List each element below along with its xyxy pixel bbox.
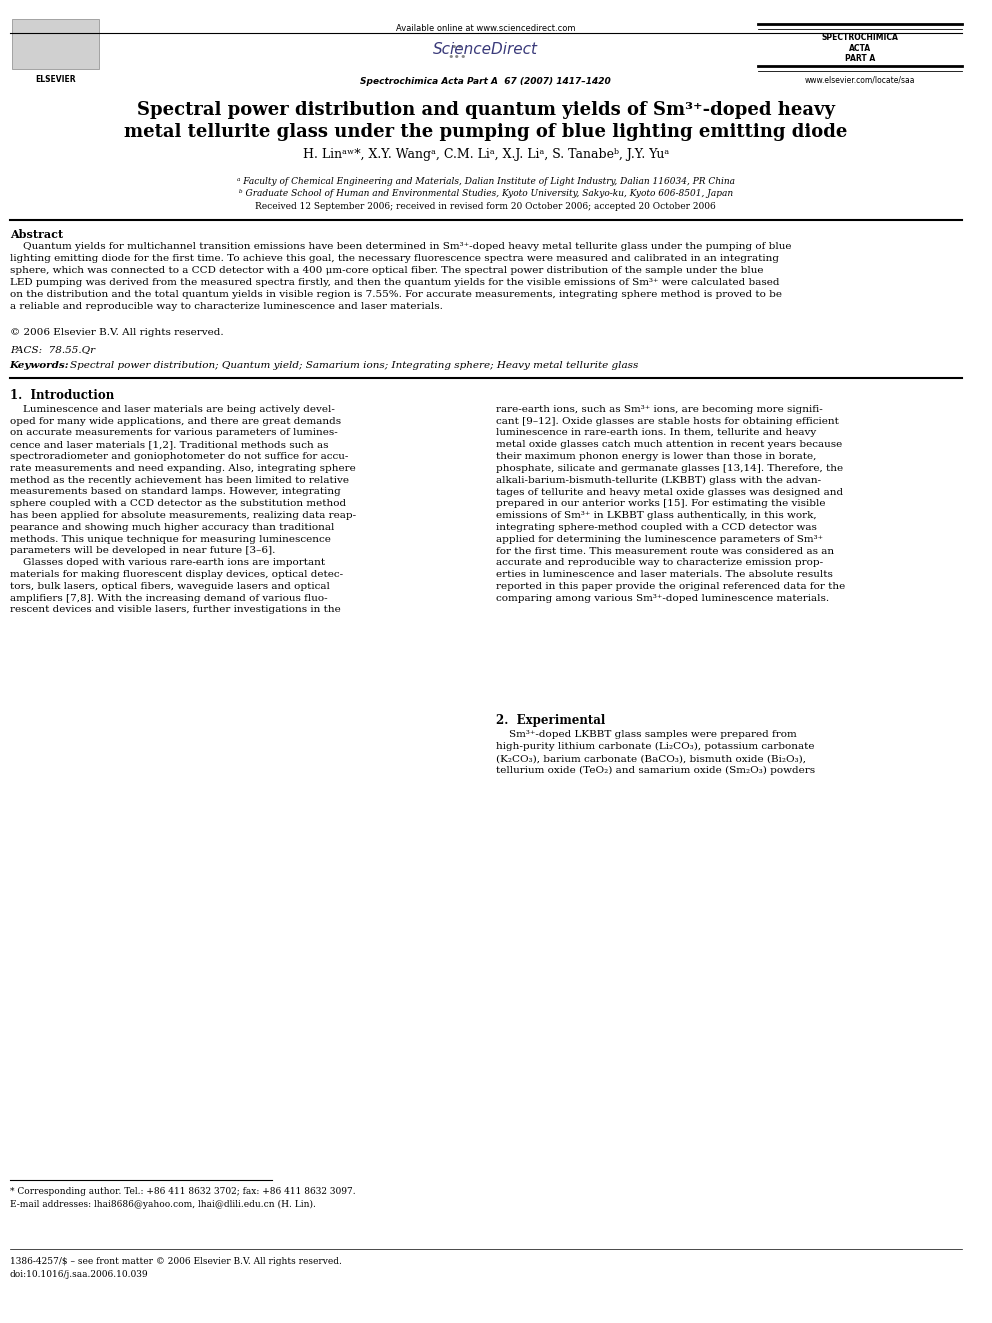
Text: 2.  Experimental: 2. Experimental [496, 714, 605, 728]
Text: PART A: PART A [845, 54, 875, 64]
Text: © 2006 Elsevier B.V. All rights reserved.: © 2006 Elsevier B.V. All rights reserved… [10, 328, 223, 337]
Text: ScienceDirect: ScienceDirect [434, 42, 539, 57]
Text: ᵃ Faculty of Chemical Engineering and Materials, Dalian Institute of Light Indus: ᵃ Faculty of Chemical Engineering and Ma… [237, 177, 735, 187]
Text: Spectral power distribution and quantum yields of Sm³⁺-doped heavy: Spectral power distribution and quantum … [137, 101, 835, 119]
Text: doi:10.1016/j.saa.2006.10.039: doi:10.1016/j.saa.2006.10.039 [10, 1270, 149, 1279]
Bar [12, 19, 99, 69]
Text: Sm³⁺-doped LKBBT glass samples were prepared from
high-purity lithium carbonate : Sm³⁺-doped LKBBT glass samples were prep… [496, 730, 814, 775]
Text: ᵇ Graduate School of Human and Environmental Studies, Kyoto University, Sakyo-ku: ᵇ Graduate School of Human and Environme… [239, 189, 733, 198]
Text: H. Linᵃʷ*, X.Y. Wangᵃ, C.M. Liᵃ, X.J. Liᵃ, S. Tanabeᵇ, J.Y. Yuᵃ: H. Linᵃʷ*, X.Y. Wangᵃ, C.M. Liᵃ, X.J. Li… [303, 148, 669, 161]
Text: Spectral power distribution; Quantum yield; Samarium ions; Integrating sphere; H: Spectral power distribution; Quantum yie… [70, 361, 638, 370]
Text: E-mail addresses: lhai8686@yahoo.com, lhai@dlili.edu.cn (H. Lin).: E-mail addresses: lhai8686@yahoo.com, lh… [10, 1200, 315, 1209]
Text: 1386-4257/$ – see front matter © 2006 Elsevier B.V. All rights reserved.: 1386-4257/$ – see front matter © 2006 El… [10, 1257, 341, 1266]
Text: Keywords:: Keywords: [10, 361, 76, 370]
Text: Abstract: Abstract [10, 229, 62, 239]
Text: PACS:  78.55.Qr: PACS: 78.55.Qr [10, 345, 95, 355]
Text: 1.  Introduction: 1. Introduction [10, 389, 114, 402]
Text: Quantum yields for multichannel transition emissions have been determined in Sm³: Quantum yields for multichannel transiti… [10, 242, 792, 311]
Text: Available online at www.sciencedirect.com: Available online at www.sciencedirect.co… [396, 24, 575, 33]
Text: www.elsevier.com/locate/saa: www.elsevier.com/locate/saa [805, 75, 916, 85]
Text: metal tellurite glass under the pumping of blue lighting emitting diode: metal tellurite glass under the pumping … [124, 123, 847, 142]
Text: rare-earth ions, such as Sm³⁺ ions, are becoming more signifi-
cant [9–12]. Oxid: rare-earth ions, such as Sm³⁺ ions, are … [496, 405, 845, 603]
Text: Luminescence and laser materials are being actively devel-
oped for many wide ap: Luminescence and laser materials are bei… [10, 405, 356, 614]
Text: ACTA: ACTA [849, 44, 871, 53]
Text: ELSEVIER: ELSEVIER [35, 75, 75, 85]
Text: ••
•••: •• ••• [447, 42, 466, 62]
Text: Spectrochimica Acta Part A  67 (2007) 1417–1420: Spectrochimica Acta Part A 67 (2007) 141… [360, 77, 611, 86]
Text: Received 12 September 2006; received in revised form 20 October 2006; accepted 2: Received 12 September 2006; received in … [255, 202, 716, 212]
Text: * Corresponding author. Tel.: +86 411 8632 3702; fax: +86 411 8632 3097.: * Corresponding author. Tel.: +86 411 86… [10, 1187, 355, 1196]
Text: SPECTROCHIMICA: SPECTROCHIMICA [821, 33, 899, 42]
